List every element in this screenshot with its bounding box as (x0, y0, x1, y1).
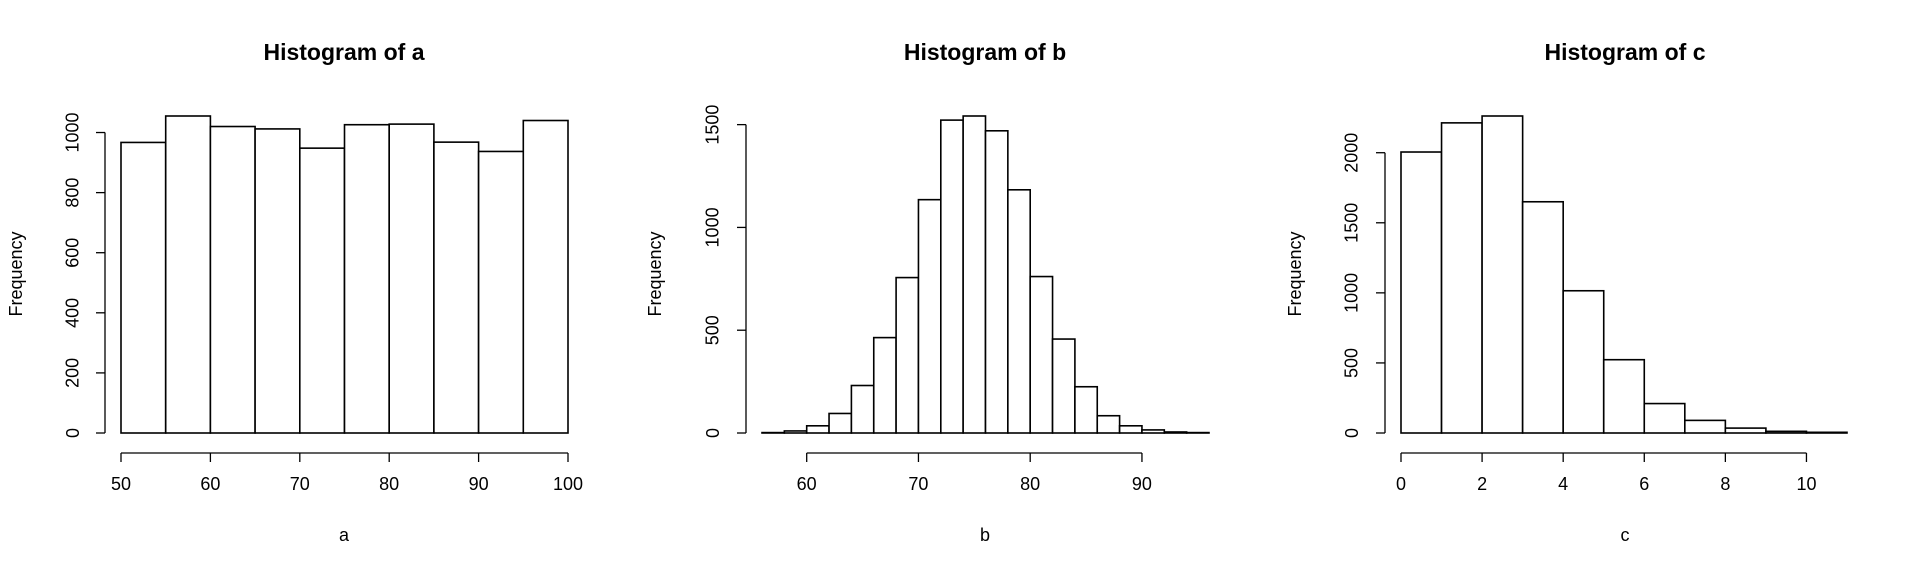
x-tick-label: 80 (379, 474, 399, 494)
bar (984, 130, 1009, 434)
bar (477, 150, 525, 434)
x-tick-label: 0 (1396, 474, 1406, 494)
y-tick-label: 1000 (1342, 273, 1362, 313)
x-tick-label: 60 (200, 474, 220, 494)
x-tick-label: 70 (908, 474, 928, 494)
y-axis-label: Frequency (6, 231, 26, 316)
bar (522, 119, 569, 434)
x-tick-label: 80 (1020, 474, 1040, 494)
x-tick-label: 10 (1796, 474, 1816, 494)
y-tick-label: 500 (1342, 348, 1362, 378)
bar (433, 141, 480, 434)
bar (1521, 200, 1564, 434)
y-tick-label: 0 (703, 428, 723, 438)
y-tick-label: 400 (63, 298, 83, 328)
x-tick-label: 100 (553, 474, 583, 494)
x-axis-label: b (980, 525, 990, 545)
x-tick-label: 60 (797, 474, 817, 494)
bar (209, 125, 256, 434)
y-axis-label: Frequency (645, 231, 665, 316)
bar (1007, 189, 1031, 434)
bar (298, 147, 346, 434)
x-tick-label: 2 (1477, 474, 1487, 494)
bar (164, 115, 212, 434)
bar (850, 384, 875, 434)
y-tick-label: 500 (703, 315, 723, 345)
bar (1765, 430, 1808, 434)
y-tick-label: 600 (63, 238, 83, 268)
y-tick-label: 200 (63, 358, 83, 388)
bar (343, 123, 391, 434)
bar (1481, 115, 1524, 434)
bar (1440, 122, 1483, 434)
bar (962, 115, 987, 434)
y-tick-label: 1000 (703, 207, 723, 247)
y-tick-label: 1000 (63, 113, 83, 153)
bar (120, 141, 167, 434)
y-tick-label: 0 (63, 428, 83, 438)
bar (895, 276, 920, 434)
bar (1163, 431, 1188, 434)
x-tick-label: 70 (290, 474, 310, 494)
bar (1643, 402, 1686, 434)
bar (1684, 419, 1727, 434)
bar (828, 412, 853, 434)
bar (917, 198, 942, 434)
bar (1029, 275, 1054, 434)
bar (1805, 431, 1848, 434)
bar (939, 119, 964, 434)
bar (1562, 289, 1605, 434)
bar (388, 123, 435, 434)
chart-title: Histogram of c (1544, 39, 1705, 65)
chart-title: Histogram of b (904, 39, 1066, 65)
bar (1096, 414, 1121, 434)
y-tick-label: 0 (1342, 428, 1362, 438)
bar (1400, 151, 1443, 434)
x-tick-label: 4 (1558, 474, 1568, 494)
bar (783, 430, 808, 434)
x-tick-label: 8 (1720, 474, 1730, 494)
x-tick-label: 90 (1132, 474, 1152, 494)
y-tick-label: 1500 (703, 105, 723, 145)
x-tick-label: 90 (469, 474, 489, 494)
chart-title: Histogram of a (263, 39, 424, 65)
bar (1602, 358, 1646, 434)
bar (872, 336, 897, 434)
x-axis-label: a (339, 525, 350, 545)
y-tick-label: 2000 (1342, 133, 1362, 173)
y-axis-label: Frequency (1285, 231, 1305, 316)
bar (1724, 427, 1767, 434)
y-tick-label: 1500 (1342, 203, 1362, 243)
y-tick-label: 800 (63, 178, 83, 208)
bar (1141, 429, 1166, 434)
x-tick-label: 6 (1639, 474, 1649, 494)
x-axis-label: c (1621, 525, 1630, 545)
x-tick-label: 50 (111, 474, 131, 494)
bar (254, 128, 301, 434)
bar (805, 425, 830, 434)
bar (1118, 425, 1143, 434)
bar (1074, 385, 1099, 434)
bar (1051, 338, 1076, 434)
